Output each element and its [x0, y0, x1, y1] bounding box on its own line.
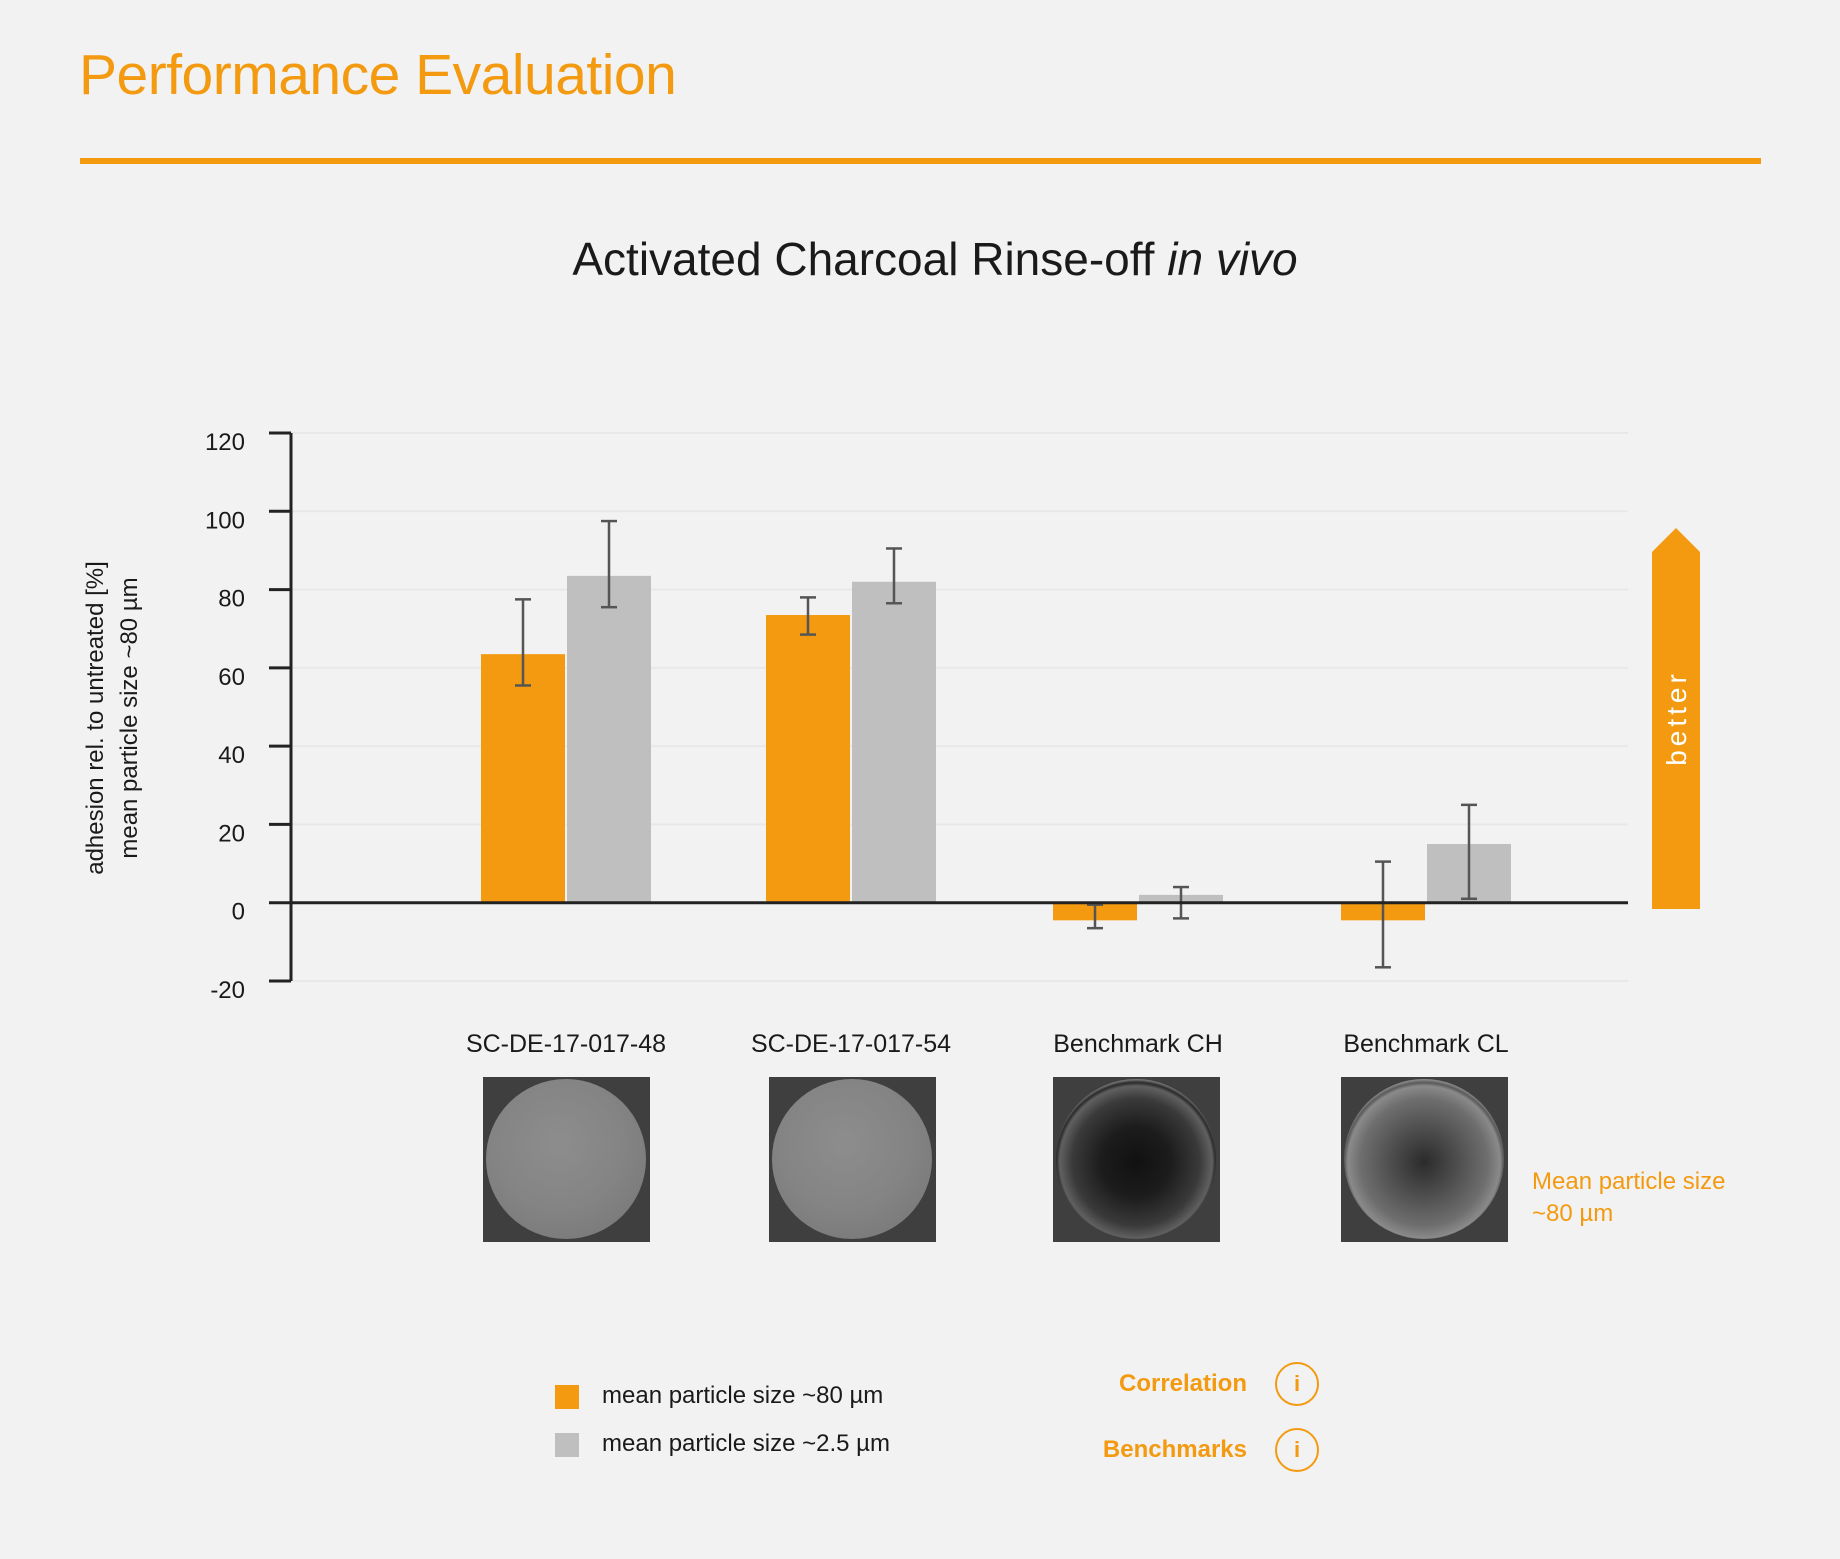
sample-caption-line1: Mean particle size	[1532, 1168, 1726, 1195]
category-label: SC-DE-17-017-54	[751, 1030, 951, 1058]
y-tick-label: 20	[218, 820, 245, 847]
y-axis-label-line: adhesion rel. to untreated [%]	[82, 561, 109, 875]
y-tick-label: 40	[218, 742, 245, 769]
page-title: Performance Evaluation	[79, 43, 677, 107]
sample-image-4	[1341, 1077, 1508, 1242]
y-tick-label: -20	[210, 977, 245, 1004]
y-axis-label: adhesion rel. to untreated [%] mean parti…	[82, 561, 143, 875]
benchmarks-link[interactable]: Benchmarks i	[1000, 1428, 1319, 1476]
title-divider	[80, 158, 1761, 164]
benchmarks-label[interactable]: Benchmarks	[1102, 1436, 1247, 1463]
legend-swatch-gray	[555, 1433, 579, 1457]
y-axis-label-line: mean particle size ~80 µm	[116, 577, 143, 858]
correlation-link[interactable]: Correlation i	[1000, 1362, 1319, 1410]
sample-image-3	[1053, 1077, 1220, 1242]
bar-chart: -20 0 20 40 60 80 100 120 SC-DE-17-017-48 SC-DE-1…	[82, 429, 1700, 1058]
chart-title: Activated Charcoal Rinse-off in vivo	[0, 232, 1840, 286]
bar	[567, 575, 651, 903]
category-label: Benchmark CH	[1053, 1030, 1223, 1058]
info-icon[interactable]: i	[1275, 1362, 1319, 1406]
y-tick-label: 80	[218, 586, 245, 613]
correlation-label[interactable]: Correlation	[1118, 1370, 1247, 1397]
y-tick-label: 0	[232, 899, 245, 926]
legend-label: mean particle size ~2.5 µm	[602, 1430, 890, 1457]
bar	[481, 654, 565, 903]
chart-title-text: Activated Charcoal Rinse-off	[572, 233, 1155, 285]
better-label: better	[1661, 670, 1692, 766]
info-icon[interactable]: i	[1275, 1428, 1319, 1472]
legend-swatch-orange	[555, 1385, 579, 1409]
y-tick-label: 60	[218, 664, 245, 691]
category-label: Benchmark CL	[1343, 1030, 1508, 1058]
sample-image-1	[483, 1077, 650, 1242]
chart-title-italic: in vivo	[1167, 233, 1298, 285]
bar	[766, 615, 850, 903]
legend-label: mean particle size ~80 µm	[602, 1382, 884, 1409]
category-label: SC-DE-17-017-48	[466, 1030, 666, 1058]
sample-image-2	[769, 1077, 936, 1242]
sample-caption-line2: ~80 µm	[1532, 1200, 1614, 1227]
better-arrow	[1652, 528, 1700, 909]
y-tick-label: 120	[205, 429, 245, 456]
sample-caption: Mean particle size ~80 µm	[1532, 1166, 1772, 1230]
y-tick-label: 100	[205, 507, 245, 534]
bar	[852, 581, 936, 903]
